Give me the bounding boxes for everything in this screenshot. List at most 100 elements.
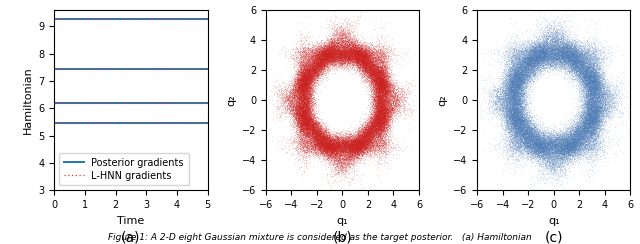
Point bbox=[372, 124, 382, 128]
Point bbox=[499, 109, 509, 113]
Point bbox=[520, 90, 530, 93]
Point bbox=[495, 101, 506, 105]
Point bbox=[362, 59, 372, 63]
Point bbox=[577, 143, 588, 147]
Point bbox=[572, 69, 582, 73]
Point bbox=[376, 100, 386, 104]
Point bbox=[506, 95, 516, 99]
Point bbox=[376, 87, 387, 91]
Point bbox=[545, 48, 556, 52]
Point bbox=[301, 133, 311, 137]
Point bbox=[493, 112, 503, 116]
Point bbox=[332, 146, 342, 150]
Point bbox=[355, 139, 365, 143]
Point bbox=[318, 134, 328, 138]
Point bbox=[566, 73, 577, 77]
Point bbox=[289, 98, 299, 102]
Point bbox=[384, 74, 394, 78]
Point bbox=[346, 51, 356, 55]
Point bbox=[523, 56, 533, 60]
Point bbox=[509, 137, 520, 141]
Point bbox=[374, 52, 384, 56]
Point bbox=[336, 49, 346, 53]
Point bbox=[383, 102, 394, 106]
Point bbox=[364, 135, 374, 139]
Point bbox=[597, 112, 607, 116]
Point bbox=[339, 54, 349, 58]
Point bbox=[367, 146, 377, 150]
Point bbox=[595, 98, 605, 102]
Point bbox=[359, 129, 369, 133]
Point bbox=[307, 74, 317, 78]
Point bbox=[575, 127, 585, 131]
Point bbox=[372, 81, 382, 85]
Point bbox=[317, 51, 327, 55]
Point bbox=[563, 45, 573, 49]
Point bbox=[591, 75, 601, 79]
Point bbox=[508, 60, 518, 64]
Point bbox=[298, 126, 308, 130]
Point bbox=[312, 129, 323, 133]
Point bbox=[315, 62, 325, 66]
Point bbox=[318, 139, 328, 142]
Point bbox=[572, 63, 582, 67]
Point bbox=[300, 101, 310, 105]
Point bbox=[311, 59, 321, 63]
Point bbox=[538, 50, 548, 54]
Point bbox=[352, 61, 362, 65]
Point bbox=[377, 116, 387, 120]
Point bbox=[506, 110, 516, 114]
Point bbox=[350, 57, 360, 61]
Point bbox=[517, 126, 527, 130]
Point bbox=[524, 128, 534, 132]
Point bbox=[514, 75, 524, 79]
Point bbox=[550, 37, 560, 41]
Point bbox=[591, 129, 601, 132]
Point bbox=[353, 53, 363, 57]
Point bbox=[532, 162, 542, 166]
Point bbox=[588, 134, 598, 138]
Point bbox=[513, 122, 523, 126]
Point bbox=[520, 137, 531, 141]
Point bbox=[368, 152, 378, 156]
Point bbox=[352, 141, 362, 145]
Point bbox=[509, 130, 520, 134]
Point bbox=[532, 60, 542, 64]
Point bbox=[517, 130, 527, 134]
Point bbox=[323, 153, 333, 157]
Point bbox=[589, 115, 599, 119]
Point bbox=[574, 132, 584, 136]
Point bbox=[520, 130, 530, 134]
Point bbox=[378, 77, 388, 81]
Point bbox=[319, 143, 330, 147]
Point bbox=[354, 142, 364, 146]
Point bbox=[568, 134, 578, 138]
Point bbox=[356, 55, 367, 59]
Point bbox=[314, 122, 324, 126]
Point bbox=[378, 110, 388, 114]
Point bbox=[533, 52, 543, 56]
Point bbox=[355, 140, 365, 144]
Point bbox=[511, 87, 521, 91]
Point bbox=[331, 49, 341, 53]
Point bbox=[564, 46, 575, 50]
Point bbox=[498, 88, 508, 92]
Point bbox=[301, 67, 312, 71]
Point bbox=[563, 139, 573, 142]
Point bbox=[311, 135, 321, 139]
Point bbox=[563, 52, 573, 56]
Point bbox=[573, 129, 583, 132]
Point bbox=[380, 95, 390, 99]
Point bbox=[328, 56, 338, 60]
Point bbox=[513, 107, 524, 111]
Point bbox=[323, 142, 333, 146]
Point bbox=[596, 115, 607, 119]
Point bbox=[552, 153, 563, 157]
Point bbox=[570, 60, 580, 64]
Point bbox=[595, 134, 605, 138]
Point bbox=[522, 76, 532, 80]
Point bbox=[503, 130, 513, 133]
Point bbox=[299, 139, 309, 143]
Point bbox=[294, 76, 304, 80]
Point bbox=[346, 48, 356, 52]
